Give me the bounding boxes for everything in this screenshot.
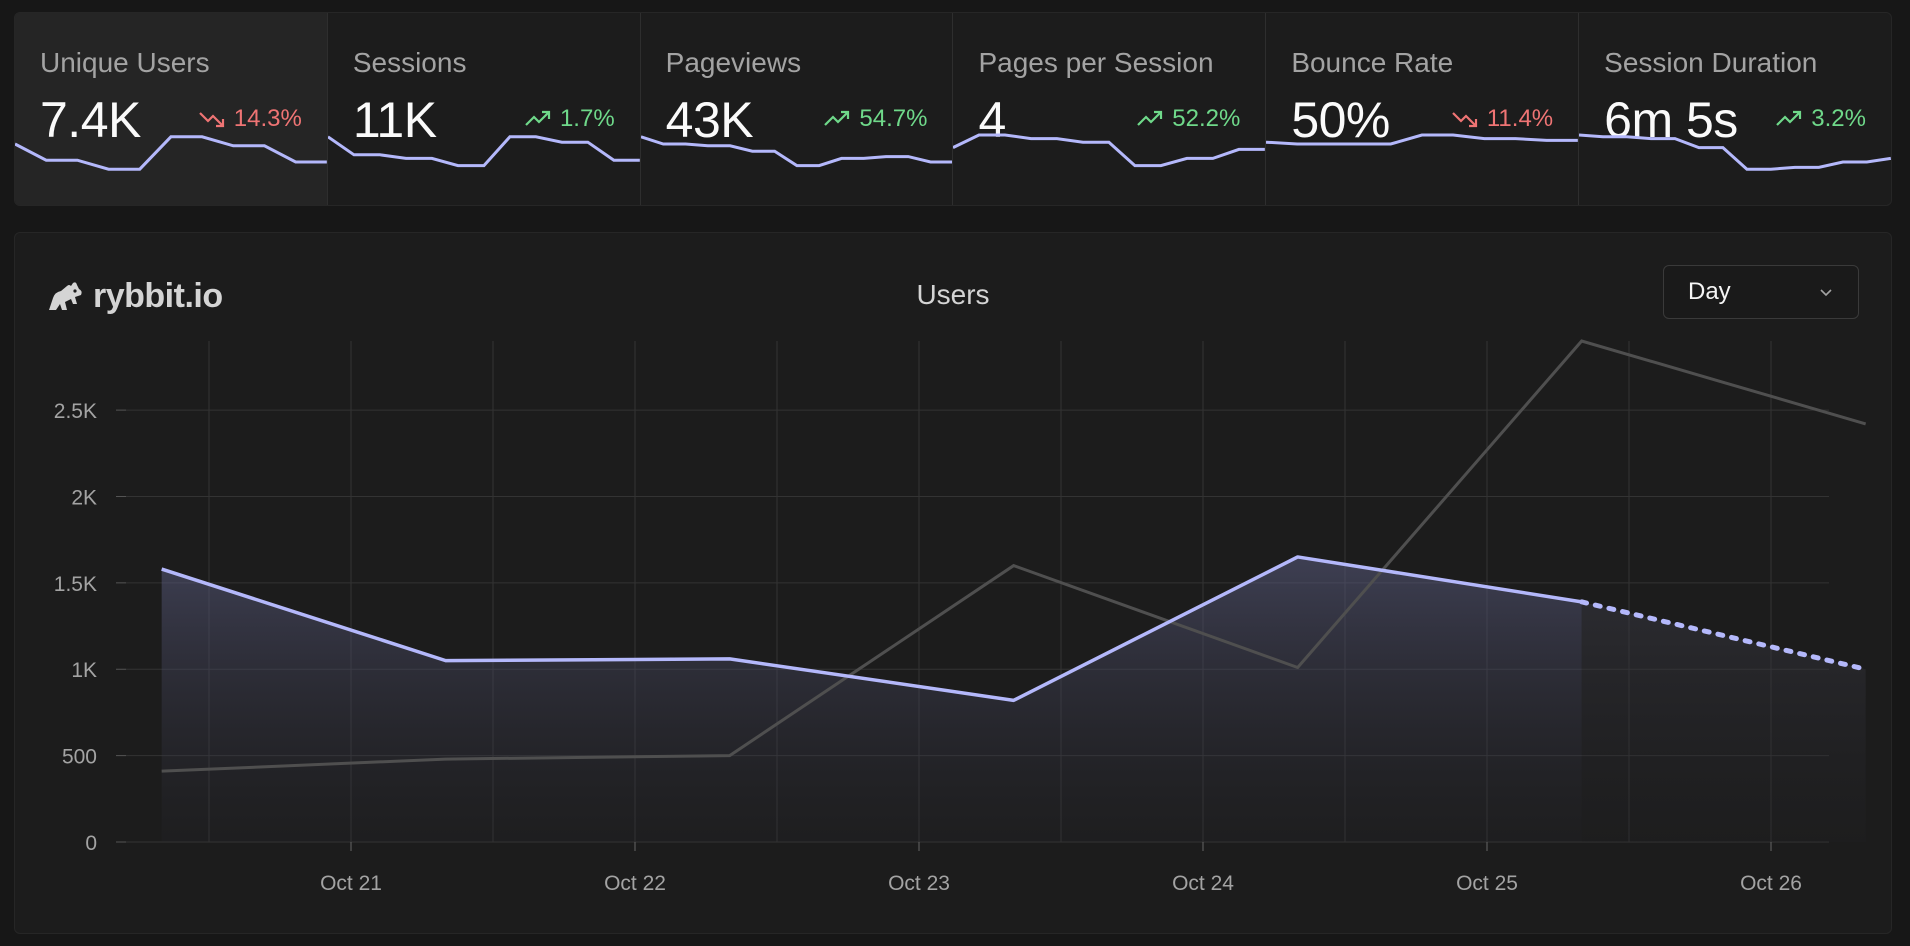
metric-sparkline — [15, 131, 327, 177]
metric-title: Sessions — [352, 47, 467, 78]
y-tick-label: 1.5K — [54, 573, 97, 596]
trending-up-icon — [1776, 110, 1802, 126]
x-tick-label: Oct 22 — [604, 872, 666, 895]
y-tick-label: 1K — [71, 659, 97, 682]
trending-up-icon — [525, 110, 551, 126]
metric-value: 11K — [352, 92, 437, 148]
brand-logo: rybbit.io — [45, 277, 223, 316]
metric-change-value: 54.7% — [859, 105, 928, 132]
current-period-line — [161, 555, 1582, 703]
previous-period-line — [161, 339, 1867, 773]
metric-change-value: 3.2% — [1811, 105, 1866, 132]
chevron-down-icon — [1820, 289, 1832, 297]
metric-title: Pageviews — [665, 47, 802, 78]
metrics-bar: Unique Users 7.4K 14.3% Sessions 11K 1.7% Page… — [14, 12, 1892, 206]
time-bucket-dropdown[interactable]: Day — [1663, 265, 1859, 319]
metric-change-value: 1.7% — [559, 105, 615, 132]
x-tick-label: Oct 26 — [1740, 872, 1802, 895]
x-tick-label: Oct 25 — [1456, 872, 1518, 895]
metric-card-bounce-rate[interactable]: Bounce Rate 50% 11.4% — [1266, 13, 1580, 205]
projected-line — [1579, 599, 1869, 672]
metric-change-value: 52.2% — [1172, 105, 1241, 132]
metric-title: Unique Users — [40, 47, 210, 78]
metric-change: 54.7% — [823, 105, 927, 133]
metric-change: 3.2% — [1775, 105, 1866, 133]
metric-change-value: 14.3% — [233, 105, 302, 132]
metric-sparkline — [1579, 131, 1891, 177]
trending-down-icon — [198, 112, 224, 128]
metric-card-pages-per-session[interactable]: Pages per Session 4 52.2% — [953, 13, 1267, 205]
metric-card-sessions[interactable]: Sessions 11K 1.7% — [328, 13, 641, 205]
y-tick-label: 500 — [62, 746, 97, 769]
metric-sparkline — [641, 131, 953, 177]
chart-title: Users — [916, 279, 990, 310]
metric-value: 4 — [978, 92, 1006, 148]
y-tick-label: 0 — [85, 832, 97, 855]
metric-title: Session Duration — [1604, 47, 1818, 78]
rabbit-logo-icon — [49, 281, 82, 310]
metric-change-value: 11.4% — [1486, 105, 1554, 132]
metric-title: Pages per Session — [978, 47, 1214, 78]
trending-down-icon — [1452, 112, 1477, 128]
metric-card-session-duration[interactable]: Session Duration 6m 5s 3.2% — [1579, 13, 1891, 205]
y-tick-label: 2K — [71, 486, 97, 509]
dropdown-value: Day — [1688, 278, 1731, 305]
metric-value: 50% — [1291, 92, 1390, 148]
metric-sparkline — [953, 131, 1265, 177]
x-tick-label: Oct 23 — [888, 872, 950, 895]
trending-up-icon — [1137, 110, 1163, 126]
x-tick-label: Oct 21 — [320, 872, 382, 895]
metric-change: 14.3% — [198, 105, 302, 133]
current-series-area — [161, 556, 1582, 842]
brand-name: rybbit.io — [93, 277, 223, 315]
y-tick-label: 2.5K — [54, 400, 97, 423]
metric-change: 1.7% — [524, 105, 615, 133]
metric-card-pageviews[interactable]: Pageviews 43K 54.7% — [641, 13, 954, 205]
metric-card-unique-users[interactable]: Unique Users 7.4K 14.3% — [15, 13, 328, 205]
projected-area — [1581, 601, 1866, 842]
metric-sparkline — [328, 131, 640, 177]
metric-change: 11.4% — [1451, 105, 1553, 133]
metric-value: 7.4K — [40, 92, 141, 148]
metric-title: Bounce Rate — [1291, 47, 1454, 78]
metric-value: 43K — [665, 92, 754, 148]
trending-up-icon — [824, 110, 850, 126]
metric-sparkline — [1266, 131, 1578, 177]
x-tick-label: Oct 24 — [1172, 872, 1234, 895]
metric-change: 52.2% — [1136, 105, 1240, 133]
